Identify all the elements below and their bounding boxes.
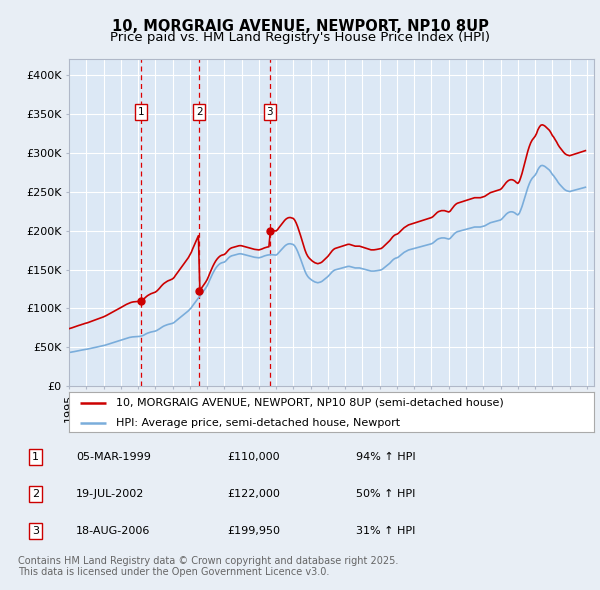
Text: Contains HM Land Registry data © Crown copyright and database right 2025.
This d: Contains HM Land Registry data © Crown c… [18,556,398,578]
Text: 19-JUL-2002: 19-JUL-2002 [76,489,145,499]
Text: 31% ↑ HPI: 31% ↑ HPI [356,526,415,536]
Text: Price paid vs. HM Land Registry's House Price Index (HPI): Price paid vs. HM Land Registry's House … [110,31,490,44]
Text: 94% ↑ HPI: 94% ↑ HPI [356,453,415,463]
Text: 18-AUG-2006: 18-AUG-2006 [76,526,151,536]
Text: 10, MORGRAIG AVENUE, NEWPORT, NP10 8UP (semi-detached house): 10, MORGRAIG AVENUE, NEWPORT, NP10 8UP (… [116,398,504,408]
Text: 10, MORGRAIG AVENUE, NEWPORT, NP10 8UP: 10, MORGRAIG AVENUE, NEWPORT, NP10 8UP [112,19,488,34]
Text: 3: 3 [266,107,273,117]
Text: £199,950: £199,950 [227,526,281,536]
Text: 3: 3 [32,526,39,536]
Text: 50% ↑ HPI: 50% ↑ HPI [356,489,415,499]
Text: HPI: Average price, semi-detached house, Newport: HPI: Average price, semi-detached house,… [116,418,400,428]
Text: £122,000: £122,000 [227,489,280,499]
Text: £110,000: £110,000 [227,453,280,463]
Text: 2: 2 [32,489,39,499]
Text: 1: 1 [32,453,39,463]
Text: 1: 1 [138,107,145,117]
Text: 2: 2 [196,107,203,117]
Text: 05-MAR-1999: 05-MAR-1999 [76,453,151,463]
